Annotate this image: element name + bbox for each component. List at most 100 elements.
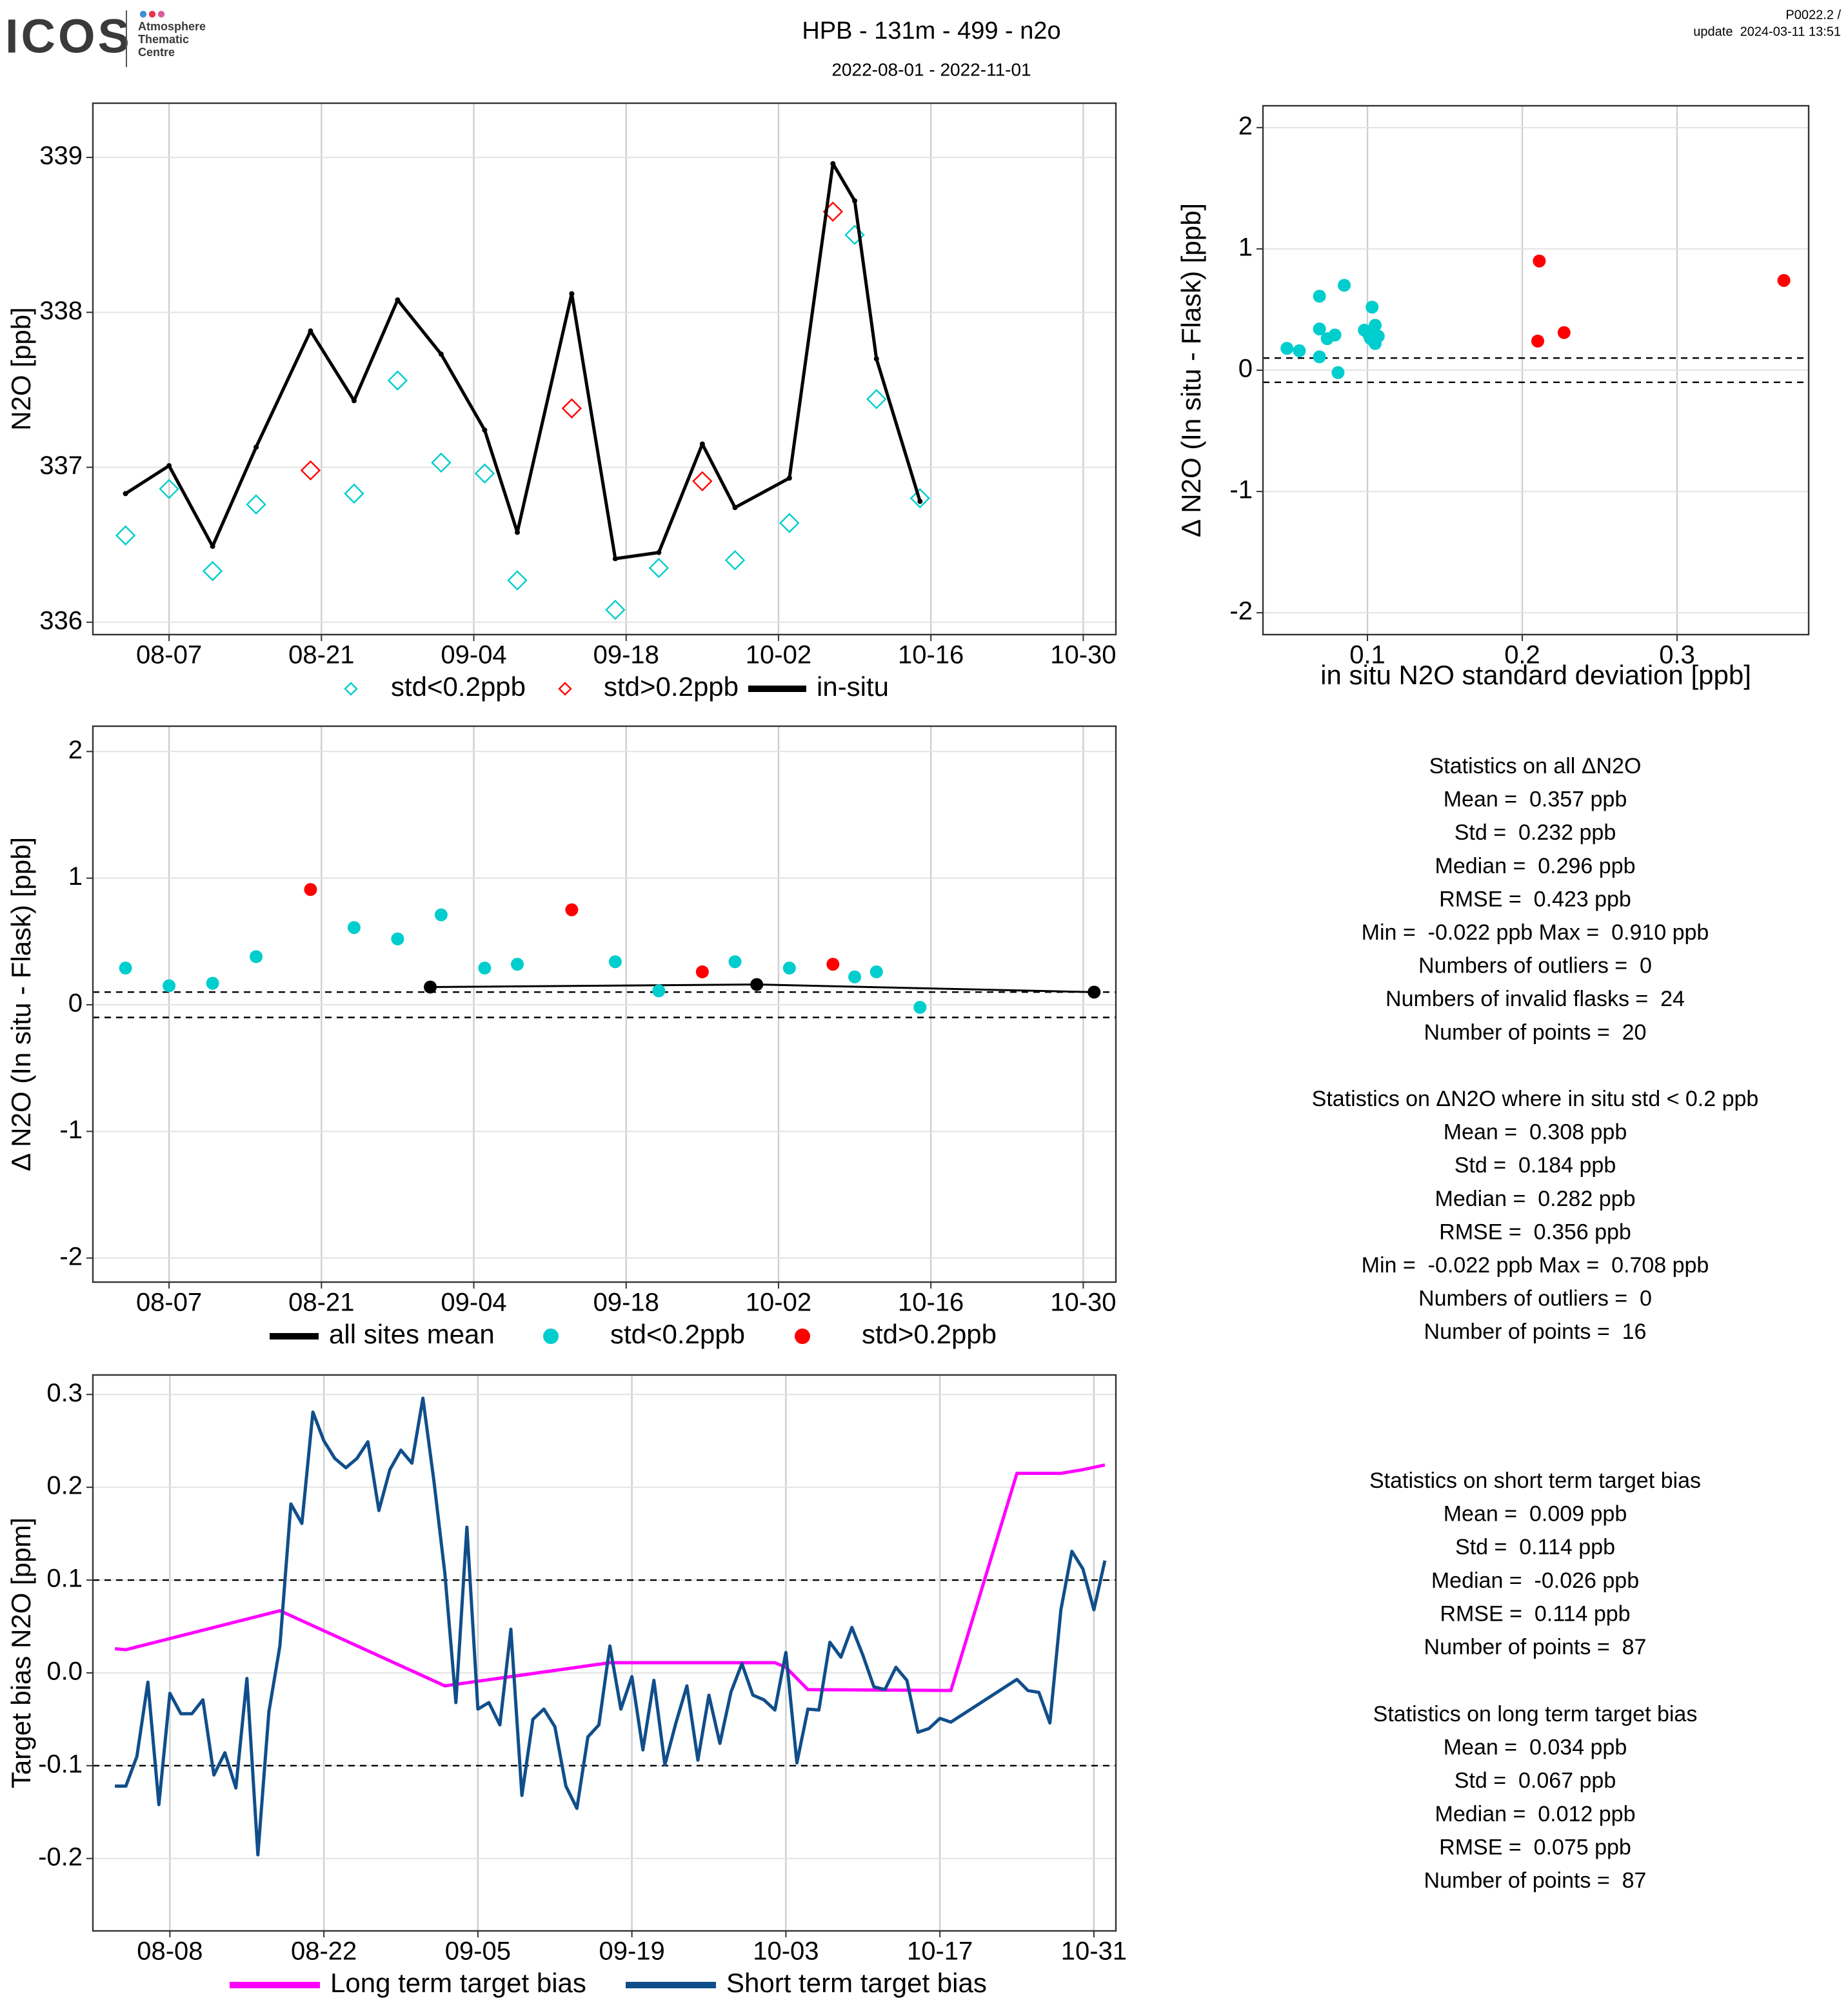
point: [1338, 279, 1351, 292]
stats-line: Std = 0.114 ppb: [1455, 1535, 1615, 1559]
stats-line: Numbers of outliers = 0: [1418, 954, 1652, 978]
version: P0022.2 /: [1785, 8, 1841, 22]
vertex-dot: [732, 505, 738, 511]
x-tick-label: 09-04: [441, 641, 506, 669]
diamond-marker: [909, 488, 930, 509]
point: [782, 962, 796, 975]
x-tick-label: 10-30: [1050, 1289, 1116, 1317]
stats-line: RMSE = 0.114 ppb: [1440, 1601, 1630, 1626]
stats-line: Number of points = 16: [1424, 1320, 1647, 1344]
point: [1293, 344, 1306, 357]
diamond-marker: [724, 549, 746, 571]
point: [434, 908, 448, 922]
x-tick-label: 09-18: [593, 1289, 659, 1317]
y-tick-label: 0.2: [46, 1472, 83, 1500]
diamond-marker: [246, 494, 266, 515]
x-tick-label: 08-08: [137, 1937, 203, 1966]
stats-line: Mean = 0.357 ppb: [1444, 787, 1627, 812]
vertex-dot: [786, 475, 792, 481]
point: [119, 962, 132, 975]
logo: ICOS: [5, 10, 132, 63]
legend-label: std<0.2ppb: [610, 1319, 745, 1349]
point: [1557, 326, 1571, 339]
vertex-dot: [438, 351, 444, 357]
logo-dot: [148, 10, 156, 18]
legend-swatch: [558, 682, 572, 696]
point: [913, 1000, 927, 1014]
diamond-marker: [474, 463, 495, 484]
legend-label: in-situ: [817, 671, 889, 702]
stats-line: Number of points = 87: [1424, 1635, 1647, 1659]
y-tick-label: 0.3: [46, 1379, 83, 1407]
logo-text: Centre: [138, 46, 175, 59]
y-tick-label: 337: [39, 451, 83, 480]
plot-background: [93, 103, 1116, 635]
legend-label: std>0.2ppb: [862, 1319, 997, 1349]
vertex-dot: [395, 297, 401, 303]
point: [1531, 334, 1544, 348]
x-tick-label: 10-02: [746, 1289, 811, 1317]
diamond-marker: [779, 513, 800, 533]
legend-label: std>0.2ppb: [604, 671, 739, 702]
y-tick-label: 0: [68, 989, 83, 1018]
x-tick-label: 08-07: [136, 1289, 202, 1317]
point: [391, 932, 404, 945]
point: [1313, 322, 1326, 336]
y-axis-title: Δ N2O (In situ - Flask) [ppb]: [1176, 203, 1206, 537]
stats-heading: Statistics on all ΔN2O: [1429, 754, 1642, 778]
x-tick-label: 10-16: [898, 641, 964, 669]
point: [848, 970, 862, 984]
point: [652, 984, 666, 998]
plot-border: [92, 102, 1117, 636]
diamond-marker: [507, 570, 528, 591]
y-tick-label: 2: [1238, 112, 1253, 140]
vertex-dot: [830, 161, 836, 166]
stats-line: Mean = 0.308 ppb: [1444, 1120, 1627, 1145]
stats-line: RMSE = 0.356 ppb: [1439, 1220, 1631, 1244]
vertex-dot: [308, 328, 313, 334]
stats-line: Median = 0.282 ppb: [1435, 1187, 1636, 1211]
diamond-marker: [431, 452, 452, 473]
diamond-marker: [605, 599, 626, 620]
point: [608, 955, 622, 969]
point: [565, 903, 579, 916]
x-tick-label: 09-19: [599, 1937, 664, 1966]
point: [1328, 328, 1342, 342]
legend-swatch: [543, 1329, 559, 1344]
stats-heading: Statistics on long term target bias: [1373, 1702, 1698, 1726]
vertex-dot: [123, 491, 128, 497]
stats-line: Number of points = 20: [1424, 1020, 1647, 1045]
vertex-dot: [873, 356, 879, 362]
x-tick-label: 10-16: [898, 1289, 964, 1317]
point: [250, 950, 263, 964]
y-tick-label: -2: [1229, 597, 1253, 626]
x-tick-label: 08-07: [136, 641, 202, 669]
x-axis-title: in situ N2O standard deviation [ppb]: [1320, 660, 1751, 690]
diamond-marker: [692, 471, 713, 491]
x-tick-label: 10-02: [746, 641, 811, 669]
vertex-dot: [351, 398, 357, 404]
y-tick-label: 1: [1238, 233, 1253, 261]
x-tick-label: 0.3: [1659, 641, 1695, 669]
x-tick-label: 0.1: [1349, 641, 1386, 669]
y-tick-label: -2: [59, 1242, 83, 1270]
x-tick-label: 08-21: [288, 1289, 354, 1317]
y-tick-label: 0.0: [46, 1657, 83, 1686]
y-tick-label: 1: [68, 862, 83, 891]
stats-line: Std = 0.067 ppb: [1455, 1768, 1616, 1793]
point: [1777, 273, 1791, 287]
point: [1088, 985, 1101, 999]
x-tick-label: 09-04: [441, 1289, 506, 1317]
plot-border: [92, 725, 1117, 1283]
x-tick-label: 08-21: [288, 641, 354, 669]
y-tick-label: 2: [68, 736, 83, 764]
stats-line: Std = 0.184 ppb: [1455, 1153, 1616, 1178]
diamond-marker: [561, 398, 582, 419]
point: [206, 976, 219, 990]
x-tick-label: 10-31: [1061, 1937, 1127, 1966]
stats-line: RMSE = 0.423 ppb: [1439, 887, 1631, 911]
period: 2022-08-01 - 2022-11-01: [831, 59, 1031, 79]
plot-border: [1262, 104, 1810, 636]
point: [826, 958, 840, 971]
vertex-dot: [852, 198, 858, 204]
